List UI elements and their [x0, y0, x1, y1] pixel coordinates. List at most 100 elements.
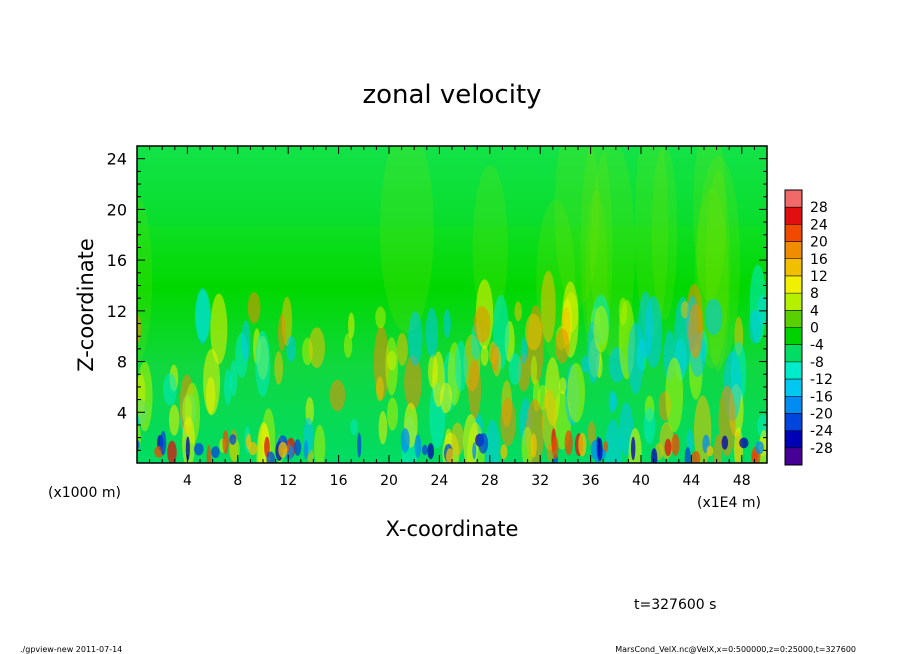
- x-tick-label: 4: [183, 473, 192, 489]
- field-surface-cell: [630, 436, 636, 461]
- colorbar-swatch: [785, 241, 802, 260]
- field-surface-cell: [427, 443, 435, 460]
- x-tick-label: 36: [582, 473, 600, 489]
- y-unit-label: (x1000 m): [48, 485, 121, 501]
- field-surface-cell: [421, 444, 428, 456]
- colorbar-label: 8: [810, 286, 819, 302]
- colorbar-label: 20: [810, 235, 828, 251]
- field-blob: [608, 390, 616, 414]
- field-blob: [587, 421, 596, 446]
- field-surface-cell: [160, 430, 167, 456]
- time-annotation: t=327600 s: [634, 597, 716, 613]
- field-blob: [530, 355, 538, 385]
- field-blob: [638, 291, 654, 359]
- colorbar-swatch: [785, 310, 802, 328]
- field-blob: [525, 313, 543, 351]
- field-blob: [643, 407, 656, 445]
- field-blob: [308, 327, 325, 368]
- y-tick-label: 8: [117, 353, 127, 372]
- field-surface-cell: [222, 430, 229, 455]
- colorbar-swatch: [785, 224, 802, 243]
- field-blob: [490, 343, 499, 372]
- velocity-field: [137, 146, 767, 463]
- field-surface-cell: [472, 442, 477, 460]
- x-tick-label: 12: [279, 473, 297, 489]
- field-blob: [404, 355, 422, 410]
- field-surface-cell: [194, 442, 204, 456]
- field-blob: [521, 426, 534, 463]
- field-blob: [665, 357, 684, 433]
- colorbar-label: 28: [810, 200, 828, 216]
- field-surface-cell: [167, 440, 177, 463]
- x-tick-label: 48: [733, 473, 751, 489]
- field-blob: [241, 320, 251, 362]
- field-streak: [693, 146, 727, 302]
- field-surface-cell: [597, 437, 603, 462]
- colorbar-label: -20: [810, 406, 833, 422]
- x-tick-label: 28: [481, 473, 499, 489]
- field-surface-cell: [721, 435, 729, 450]
- field-surface-cell: [691, 451, 701, 463]
- field-streak: [380, 146, 434, 334]
- colorbar-label: 0: [810, 321, 819, 337]
- field-streak: [554, 146, 600, 309]
- field-blob: [343, 333, 353, 358]
- field-blob: [604, 419, 622, 463]
- field-blob: [210, 293, 228, 365]
- field-surface-cell: [664, 438, 672, 456]
- colorbar-swatch: [785, 447, 802, 466]
- x-unit-label: (x1E4 m): [697, 495, 761, 511]
- field-blob: [378, 410, 388, 445]
- x-tick-label: 16: [330, 473, 348, 489]
- field-blob: [396, 332, 408, 366]
- field-blob: [704, 298, 723, 336]
- footer-right-text: MarsCond_VelX.nc@VelX,x=0:500000,z=0:250…: [615, 645, 856, 654]
- field-surface-cell: [229, 434, 237, 445]
- field-blob: [734, 430, 742, 463]
- y-tick-label: 4: [117, 403, 127, 422]
- colorbar-label: -8: [810, 355, 824, 371]
- field-blob: [500, 398, 517, 447]
- field-blob: [255, 331, 271, 397]
- field-blob: [593, 305, 609, 353]
- colorbar-label: -4: [810, 338, 824, 354]
- field-blob: [385, 336, 398, 396]
- colorbar-swatch: [785, 396, 802, 414]
- x-tick-label: 44: [682, 473, 700, 489]
- field-blob: [473, 306, 491, 344]
- field-blob: [348, 312, 355, 339]
- field-surface-cell: [294, 439, 302, 456]
- x-axis: 4 8 12 16 20 24 28 32 36 40 44 48: [149, 146, 755, 489]
- colorbar-swatch: [785, 190, 802, 208]
- field-surface-cell: [739, 437, 749, 449]
- field-surface-cell: [564, 430, 573, 456]
- field-surface-cell: [206, 444, 211, 463]
- colorbar-label: 24: [810, 217, 828, 233]
- field-blob: [546, 444, 554, 462]
- field-blob: [425, 307, 438, 358]
- field-blob: [329, 379, 346, 412]
- field-blob: [686, 429, 694, 452]
- x-tick-label: 24: [430, 473, 448, 489]
- field-blob: [229, 360, 238, 396]
- field-surface-cell: [303, 440, 309, 460]
- field-surface-cell: [211, 446, 220, 459]
- field-blob: [386, 397, 399, 431]
- field-streak: [651, 146, 678, 321]
- field-blob: [558, 377, 567, 395]
- colorbar-swatch: [785, 293, 802, 311]
- colorbar-swatch: [785, 413, 802, 432]
- field-streak: [137, 197, 153, 363]
- field-blob: [480, 345, 489, 366]
- field-blob: [485, 420, 500, 463]
- field-blob: [375, 306, 386, 329]
- field-surface-cell: [706, 445, 714, 457]
- field-blob: [163, 372, 177, 406]
- colorbar-swatch: [785, 361, 802, 380]
- colorbar-swatch: [785, 207, 802, 225]
- field-blob: [713, 434, 723, 463]
- footer-left-text: ./gpview-new 2011-07-14: [20, 645, 122, 654]
- field-surface-cell: [684, 446, 691, 463]
- field-blob: [350, 418, 358, 436]
